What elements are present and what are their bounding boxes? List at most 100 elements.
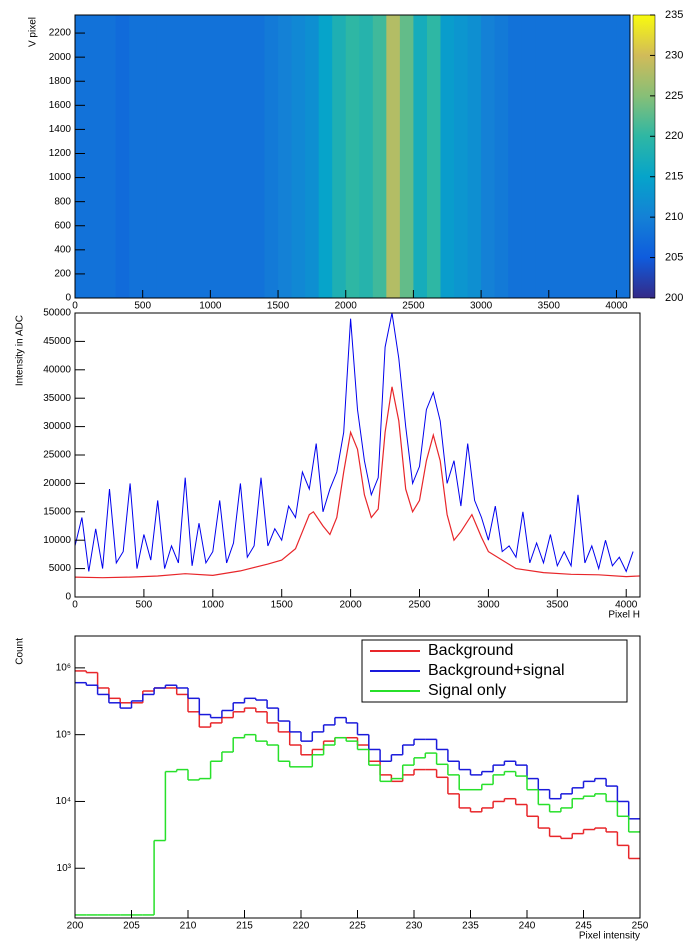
heatmap-cell (440, 15, 455, 298)
colorbar-tick-label: 230 (665, 49, 683, 61)
heatmap-cell (332, 15, 347, 298)
y-tick-label: 10⁴ (56, 796, 71, 807)
x-tick-label: 1500 (271, 600, 294, 611)
y-axis-label: Count (15, 638, 26, 665)
legend-label: Background (428, 642, 513, 659)
colorbar-tick-label: 235 (665, 9, 683, 21)
y-tick-label: 10⁶ (56, 663, 71, 674)
heatmap-cell (359, 15, 374, 298)
y-tick-label: 2000 (49, 52, 72, 63)
y-tick-label: 0 (65, 293, 71, 304)
x-tick-label: 235 (462, 921, 479, 932)
heatmap-cell (88, 15, 103, 298)
heatmap-cell (386, 15, 401, 298)
y-tick-label: 20000 (43, 478, 71, 489)
legend-label: Signal only (428, 682, 506, 699)
x-tick-label: 1500 (267, 301, 290, 312)
heatmap-cell (75, 15, 90, 298)
y-tick-label: 15000 (43, 506, 71, 517)
heatmap-cell (535, 15, 550, 298)
y-axis-label: Intensity in ADC (15, 315, 26, 386)
heatmap-cell (223, 15, 238, 298)
heatmap-cell (562, 15, 577, 298)
y-tick-label: 1400 (49, 124, 72, 135)
heatmap-cell (305, 15, 320, 298)
x-tick-label: 1000 (199, 301, 222, 312)
y-tick-label: 30000 (43, 421, 71, 432)
heatmap-cell (196, 15, 211, 298)
plot-area (75, 15, 630, 298)
heatmap-cell (508, 15, 523, 298)
colorbar-tick-label: 205 (665, 251, 683, 263)
heatmap-cell (372, 15, 387, 298)
legend-label: Background+signal (428, 662, 565, 679)
heatmap-cell (481, 15, 496, 298)
x-tick-label: 3000 (477, 600, 500, 611)
plot-area (75, 670, 640, 916)
y-tick-label: 45000 (43, 336, 71, 347)
x-tick-label: 225 (349, 921, 366, 932)
y-tick-label: 25000 (43, 450, 71, 461)
x-tick-label: 210 (180, 921, 197, 932)
heatmap-cell (142, 15, 157, 298)
x-tick-label: 205 (123, 921, 140, 932)
y-tick-label: 5000 (49, 563, 72, 574)
heatmap-cell (399, 15, 414, 298)
heatmap-cell (426, 15, 441, 298)
x-tick-label: 3500 (538, 301, 561, 312)
x-tick-label: 2500 (408, 600, 431, 611)
x-tick-label: 250 (632, 921, 649, 932)
heatmap-cell (156, 15, 171, 298)
y-tick-label: 10³ (57, 863, 72, 874)
heatmap-cell (115, 15, 130, 298)
heatmap-cell (575, 15, 590, 298)
colorbar (632, 14, 656, 299)
colorbar-tick-label: 210 (665, 211, 683, 223)
heatmap-cell (494, 15, 509, 298)
x-tick-label: 4000 (605, 301, 628, 312)
y-tick-label: 40000 (43, 364, 71, 375)
heatmap-cell (616, 15, 630, 298)
data-line (75, 313, 634, 573)
data-line (75, 386, 640, 579)
y-tick-label: 400 (54, 244, 71, 255)
x-tick-label: 2000 (339, 600, 362, 611)
y-tick-label: 50000 (43, 308, 71, 319)
y-tick-label: 200 (54, 269, 71, 280)
colorbar-tick-label: 215 (665, 171, 683, 183)
heatmap-cell (521, 15, 536, 298)
x-tick-label: 3500 (546, 600, 569, 611)
heatmap-cell (345, 15, 360, 298)
x-tick-label: 215 (236, 921, 253, 932)
colorbar-tick-label: 225 (665, 90, 683, 102)
heatmap-cell (413, 15, 428, 298)
heatmap-cell (278, 15, 293, 298)
y-tick-label: 10⁵ (56, 729, 71, 740)
y-axis-label: V pixel (28, 17, 39, 47)
heatmap-cell (548, 15, 563, 298)
x-tick-label: 200 (67, 921, 84, 932)
plot-frame (74, 14, 631, 299)
x-axis-label: Pixel H (608, 610, 640, 621)
heatmap-cell (467, 15, 482, 298)
x-tick-label: 230 (406, 921, 423, 932)
x-tick-label: 245 (575, 921, 592, 932)
y-tick-label: 0 (65, 592, 71, 603)
y-tick-label: 1600 (49, 100, 72, 111)
heatmap-cell (102, 15, 117, 298)
heatmap-cell (318, 15, 333, 298)
x-tick-label: 2500 (402, 301, 425, 312)
y-tick-label: 1800 (49, 76, 72, 87)
x-tick-label: 500 (134, 301, 151, 312)
y-tick-label: 35000 (43, 393, 71, 404)
heatmap-cell (169, 15, 184, 298)
y-tick-label: 800 (54, 196, 71, 207)
y-tick-label: 1200 (49, 148, 72, 159)
x-tick-label: 3000 (470, 301, 493, 312)
x-tick-label: 1000 (202, 600, 225, 611)
x-tick-label: 240 (519, 921, 536, 932)
y-tick-label: 10000 (43, 535, 71, 546)
heatmap-cell (129, 15, 144, 298)
x-tick-label: 0 (72, 301, 78, 312)
x-tick-label: 4000 (615, 600, 638, 611)
